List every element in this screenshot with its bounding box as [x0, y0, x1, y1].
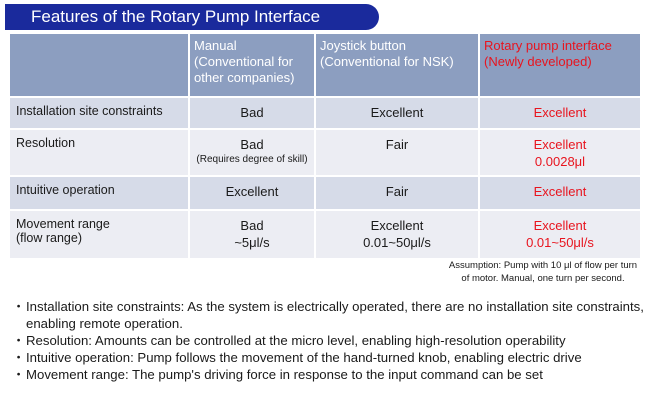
cell-movement-manual: Bad ~5μl/s [190, 211, 314, 258]
cell-intuitive-manual: Excellent [190, 177, 314, 209]
header-manual-title: Manual [194, 38, 237, 53]
header-manual: Manual (Conventional for other companies… [190, 34, 314, 96]
cell-movement-rotary: Excellent 0.01~50μl/s [480, 211, 640, 258]
comparison-table: Manual (Conventional for other companies… [10, 34, 640, 258]
cell-movement-manual-main: Bad [240, 218, 264, 233]
cell-movement-manual-value: ~5μl/s [234, 235, 270, 250]
bullet-marker: ・ [12, 350, 26, 365]
cell-installation-rotary: Excellent [480, 98, 640, 128]
cell-resolution-joystick: Fair [316, 130, 478, 175]
row-label-intuitive: Intuitive operation [10, 177, 188, 209]
bullet-item: ・ Intuitive operation: Pump follows the m… [8, 349, 656, 366]
page-title-banner: Features of the Rotary Pump Interface [5, 4, 379, 30]
row-label-movement-range-line2: (flow range) [16, 231, 82, 245]
cell-installation-joystick: Excellent [316, 98, 478, 128]
bullet-text: Installation site constraints: As the sy… [26, 299, 644, 331]
bullet-item: ・ Movement range: The pump's driving forc… [8, 366, 656, 383]
header-joystick-title: Joystick button [320, 38, 406, 53]
header-manual-subtitle: (Conventional for other companies) [194, 54, 295, 85]
cell-intuitive-joystick: Fair [316, 177, 478, 209]
header-rotary-subtitle: (Newly developed) [484, 54, 592, 69]
cell-resolution-rotary-value: 0.0028μl [534, 154, 586, 169]
header-joystick-subtitle: (Conventional for NSK) [320, 54, 454, 69]
cell-installation-manual: Bad [190, 98, 314, 128]
header-rotary: Rotary pump interface (Newly developed) [480, 34, 640, 96]
cell-movement-joystick-value: 0.01~50μl/s [363, 235, 431, 250]
bullet-text: Intuitive operation: Pump follows the mo… [26, 350, 582, 365]
assumption-line2: of motor. Manual, one turn per second. [461, 273, 625, 284]
assumption-line1: Assumption: Pump with 10 μl of flow per … [448, 260, 638, 271]
row-label-movement-range: Movement range (flow range) [10, 211, 188, 258]
row-label-resolution: Resolution [10, 130, 188, 175]
cell-movement-rotary-value: 0.01~50μl/s [526, 235, 594, 250]
header-rotary-title: Rotary pump interface [484, 38, 612, 53]
bullet-marker: ・ [12, 367, 26, 382]
cell-resolution-rotary-main: Excellent [533, 137, 587, 152]
row-label-movement-range-line1: Movement range [16, 217, 110, 231]
bullet-item: ・ Installation site constraints: As the s… [8, 298, 656, 332]
cell-resolution-manual-main: Bad [240, 137, 264, 152]
bullet-marker: ・ [12, 333, 26, 348]
cell-intuitive-rotary: Excellent [480, 177, 640, 209]
row-label-installation: Installation site constraints [10, 98, 188, 128]
bullet-marker: ・ [12, 299, 26, 314]
feature-bullet-list: ・ Installation site constraints: As the s… [8, 298, 656, 383]
cell-movement-rotary-main: Excellent [533, 218, 587, 233]
bullet-text: Resolution: Amounts can be controlled at… [26, 333, 566, 348]
table-corner-cell [10, 34, 188, 96]
assumption-note: Assumption: Pump with 10 μl of flow per … [428, 259, 658, 285]
cell-resolution-manual: Bad (Requires degree of skill) [190, 130, 314, 175]
cell-movement-joystick-main: Excellent [370, 218, 424, 233]
bullet-item: ・ Resolution: Amounts can be controlled a… [8, 332, 656, 349]
cell-movement-joystick: Excellent 0.01~50μl/s [316, 211, 478, 258]
cell-resolution-rotary: Excellent 0.0028μl [480, 130, 640, 175]
header-joystick: Joystick button (Conventional for NSK) [316, 34, 478, 96]
cell-resolution-manual-note: (Requires degree of skill) [196, 154, 308, 165]
bullet-text: Movement range: The pump's driving force… [26, 367, 543, 382]
